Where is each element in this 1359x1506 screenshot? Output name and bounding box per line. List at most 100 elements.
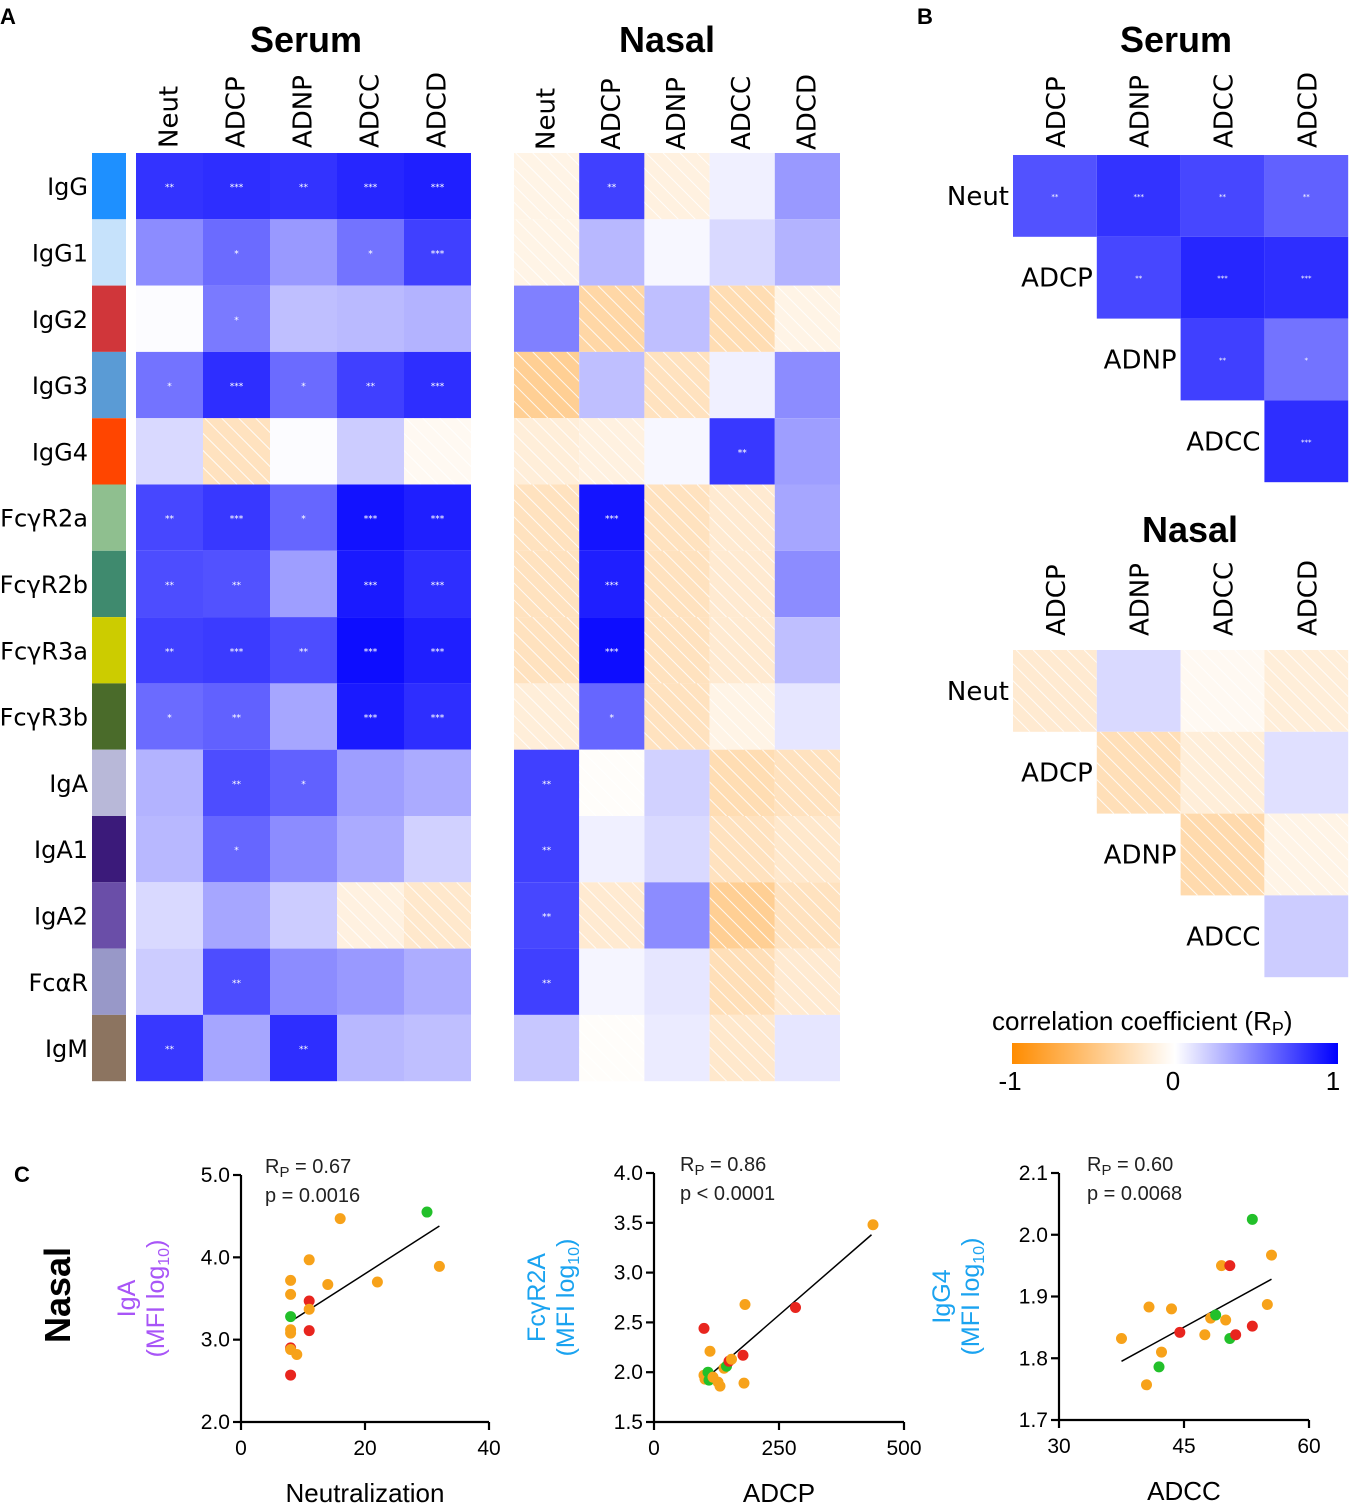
hatch-line bbox=[845, 286, 911, 352]
hatch-line bbox=[1180, 663, 1249, 732]
hatch-hm-nasal-b-2-3 bbox=[1264, 813, 1349, 896]
y-tick-label: 3.5 bbox=[614, 1212, 643, 1235]
heatmap-cell bbox=[203, 351, 270, 419]
heatmap-cell bbox=[514, 816, 580, 883]
hatch-line bbox=[1180, 714, 1198, 732]
hatch-line bbox=[514, 648, 549, 684]
legend-title: correlation coefficient (RP) bbox=[992, 1006, 1293, 1039]
row-color-swatch bbox=[92, 219, 126, 286]
column-label: ADCD bbox=[1293, 560, 1323, 636]
hatch-line bbox=[879, 949, 945, 1015]
panel-label-a: A bbox=[0, 4, 16, 29]
hatch-line bbox=[1180, 680, 1232, 732]
hatch-line bbox=[1234, 731, 1265, 763]
significance-mark: ** bbox=[165, 183, 175, 193]
column-label: ADNP bbox=[662, 77, 692, 150]
hatch-line bbox=[727, 948, 775, 996]
data-point bbox=[1216, 1260, 1227, 1272]
hatch-line bbox=[456, 418, 471, 434]
heatmap-cell bbox=[404, 1014, 471, 1082]
hatch-line bbox=[644, 201, 662, 220]
significance-mark: *** bbox=[230, 183, 244, 193]
data-point bbox=[285, 1369, 297, 1381]
y-axis-label-sub: 10 bbox=[566, 1247, 583, 1265]
heatmap-cell bbox=[270, 285, 337, 352]
hatch-line bbox=[744, 617, 775, 648]
panel-label-c: C bbox=[14, 1162, 30, 1187]
hatch-line bbox=[1217, 650, 1265, 698]
hatch-line bbox=[827, 285, 840, 299]
hatch-line bbox=[1183, 813, 1265, 895]
hatch-line bbox=[1217, 813, 1265, 861]
hatch-line bbox=[514, 400, 532, 419]
heatmap-cell bbox=[337, 219, 404, 286]
hatch-line bbox=[514, 631, 566, 684]
heatmap-cell bbox=[337, 749, 404, 816]
significance-mark: * bbox=[301, 780, 306, 790]
stat-r-value: = 0.67 bbox=[289, 1156, 351, 1178]
hatch-line bbox=[774, 300, 827, 352]
hatch-line bbox=[579, 896, 631, 949]
hatch-line bbox=[514, 184, 549, 220]
hatch-line bbox=[1301, 813, 1349, 861]
significance-mark: ** bbox=[542, 780, 552, 790]
legend-tick-mid: 0 bbox=[1166, 1066, 1180, 1096]
hatch-line bbox=[580, 1014, 645, 1080]
hatch-line bbox=[1264, 826, 1333, 896]
data-point bbox=[1174, 1326, 1186, 1338]
significance-mark: ** bbox=[1051, 193, 1059, 201]
significance-mark: * bbox=[301, 515, 306, 525]
heatmap-cell bbox=[774, 749, 840, 816]
data-point bbox=[421, 1206, 433, 1218]
stat-r-sub: P bbox=[1101, 1162, 1111, 1179]
column-label: ADCP bbox=[222, 76, 252, 148]
hatch-line bbox=[549, 617, 580, 648]
hatch-line bbox=[774, 930, 793, 949]
significance-mark: *** bbox=[1301, 275, 1312, 283]
significance-mark: ** bbox=[542, 979, 552, 989]
hatch-line bbox=[1267, 650, 1349, 732]
row-label: IgG3 bbox=[32, 372, 88, 400]
hatch-line bbox=[614, 882, 645, 913]
hatch-line bbox=[679, 683, 710, 714]
heatmap-cell bbox=[270, 816, 337, 883]
heatmap-cell bbox=[514, 153, 580, 220]
hatch-line bbox=[862, 816, 928, 882]
hatch-line bbox=[645, 683, 710, 748]
data-point bbox=[1153, 1361, 1165, 1373]
hatch-line bbox=[566, 550, 580, 565]
significance-mark: * bbox=[167, 714, 172, 724]
hatch-line bbox=[515, 351, 580, 417]
hatch-line bbox=[580, 418, 645, 483]
hatch-line bbox=[827, 749, 840, 763]
stat-r: RP = 0.60 bbox=[1087, 1154, 1173, 1179]
hatch-line bbox=[744, 882, 775, 913]
hatch-line bbox=[644, 366, 696, 419]
hatch-line bbox=[679, 550, 710, 582]
hatch-line bbox=[514, 466, 532, 485]
hatch-line bbox=[774, 913, 810, 949]
hatch-hm-nasal-a-8-0 bbox=[514, 683, 580, 750]
hatch-hm-nasal-a-10-4 bbox=[774, 816, 962, 883]
heatmap-cell bbox=[644, 550, 710, 618]
heatmap-cell bbox=[514, 683, 580, 750]
significance-mark: *** bbox=[605, 647, 619, 657]
hatch-line bbox=[405, 418, 471, 485]
data-point bbox=[1156, 1346, 1167, 1358]
row-label: FcγR3b bbox=[0, 704, 88, 732]
heatmap-cell bbox=[579, 749, 645, 816]
data-point bbox=[739, 1298, 751, 1310]
hatch-line bbox=[761, 948, 775, 962]
hatch-line bbox=[549, 153, 580, 184]
row-color-swatch bbox=[92, 550, 126, 618]
hatch-line bbox=[709, 1029, 761, 1082]
hatch-line bbox=[203, 449, 238, 485]
heatmap-cell bbox=[404, 882, 471, 949]
hatch-line bbox=[1180, 744, 1249, 814]
significance-mark: *** bbox=[1301, 438, 1312, 446]
hatch-line bbox=[1200, 731, 1265, 797]
stat-r: RP = 0.67 bbox=[265, 1156, 351, 1181]
hatch-line bbox=[896, 816, 962, 882]
heatmap-cell bbox=[514, 550, 580, 618]
significance-mark: * bbox=[234, 316, 239, 326]
